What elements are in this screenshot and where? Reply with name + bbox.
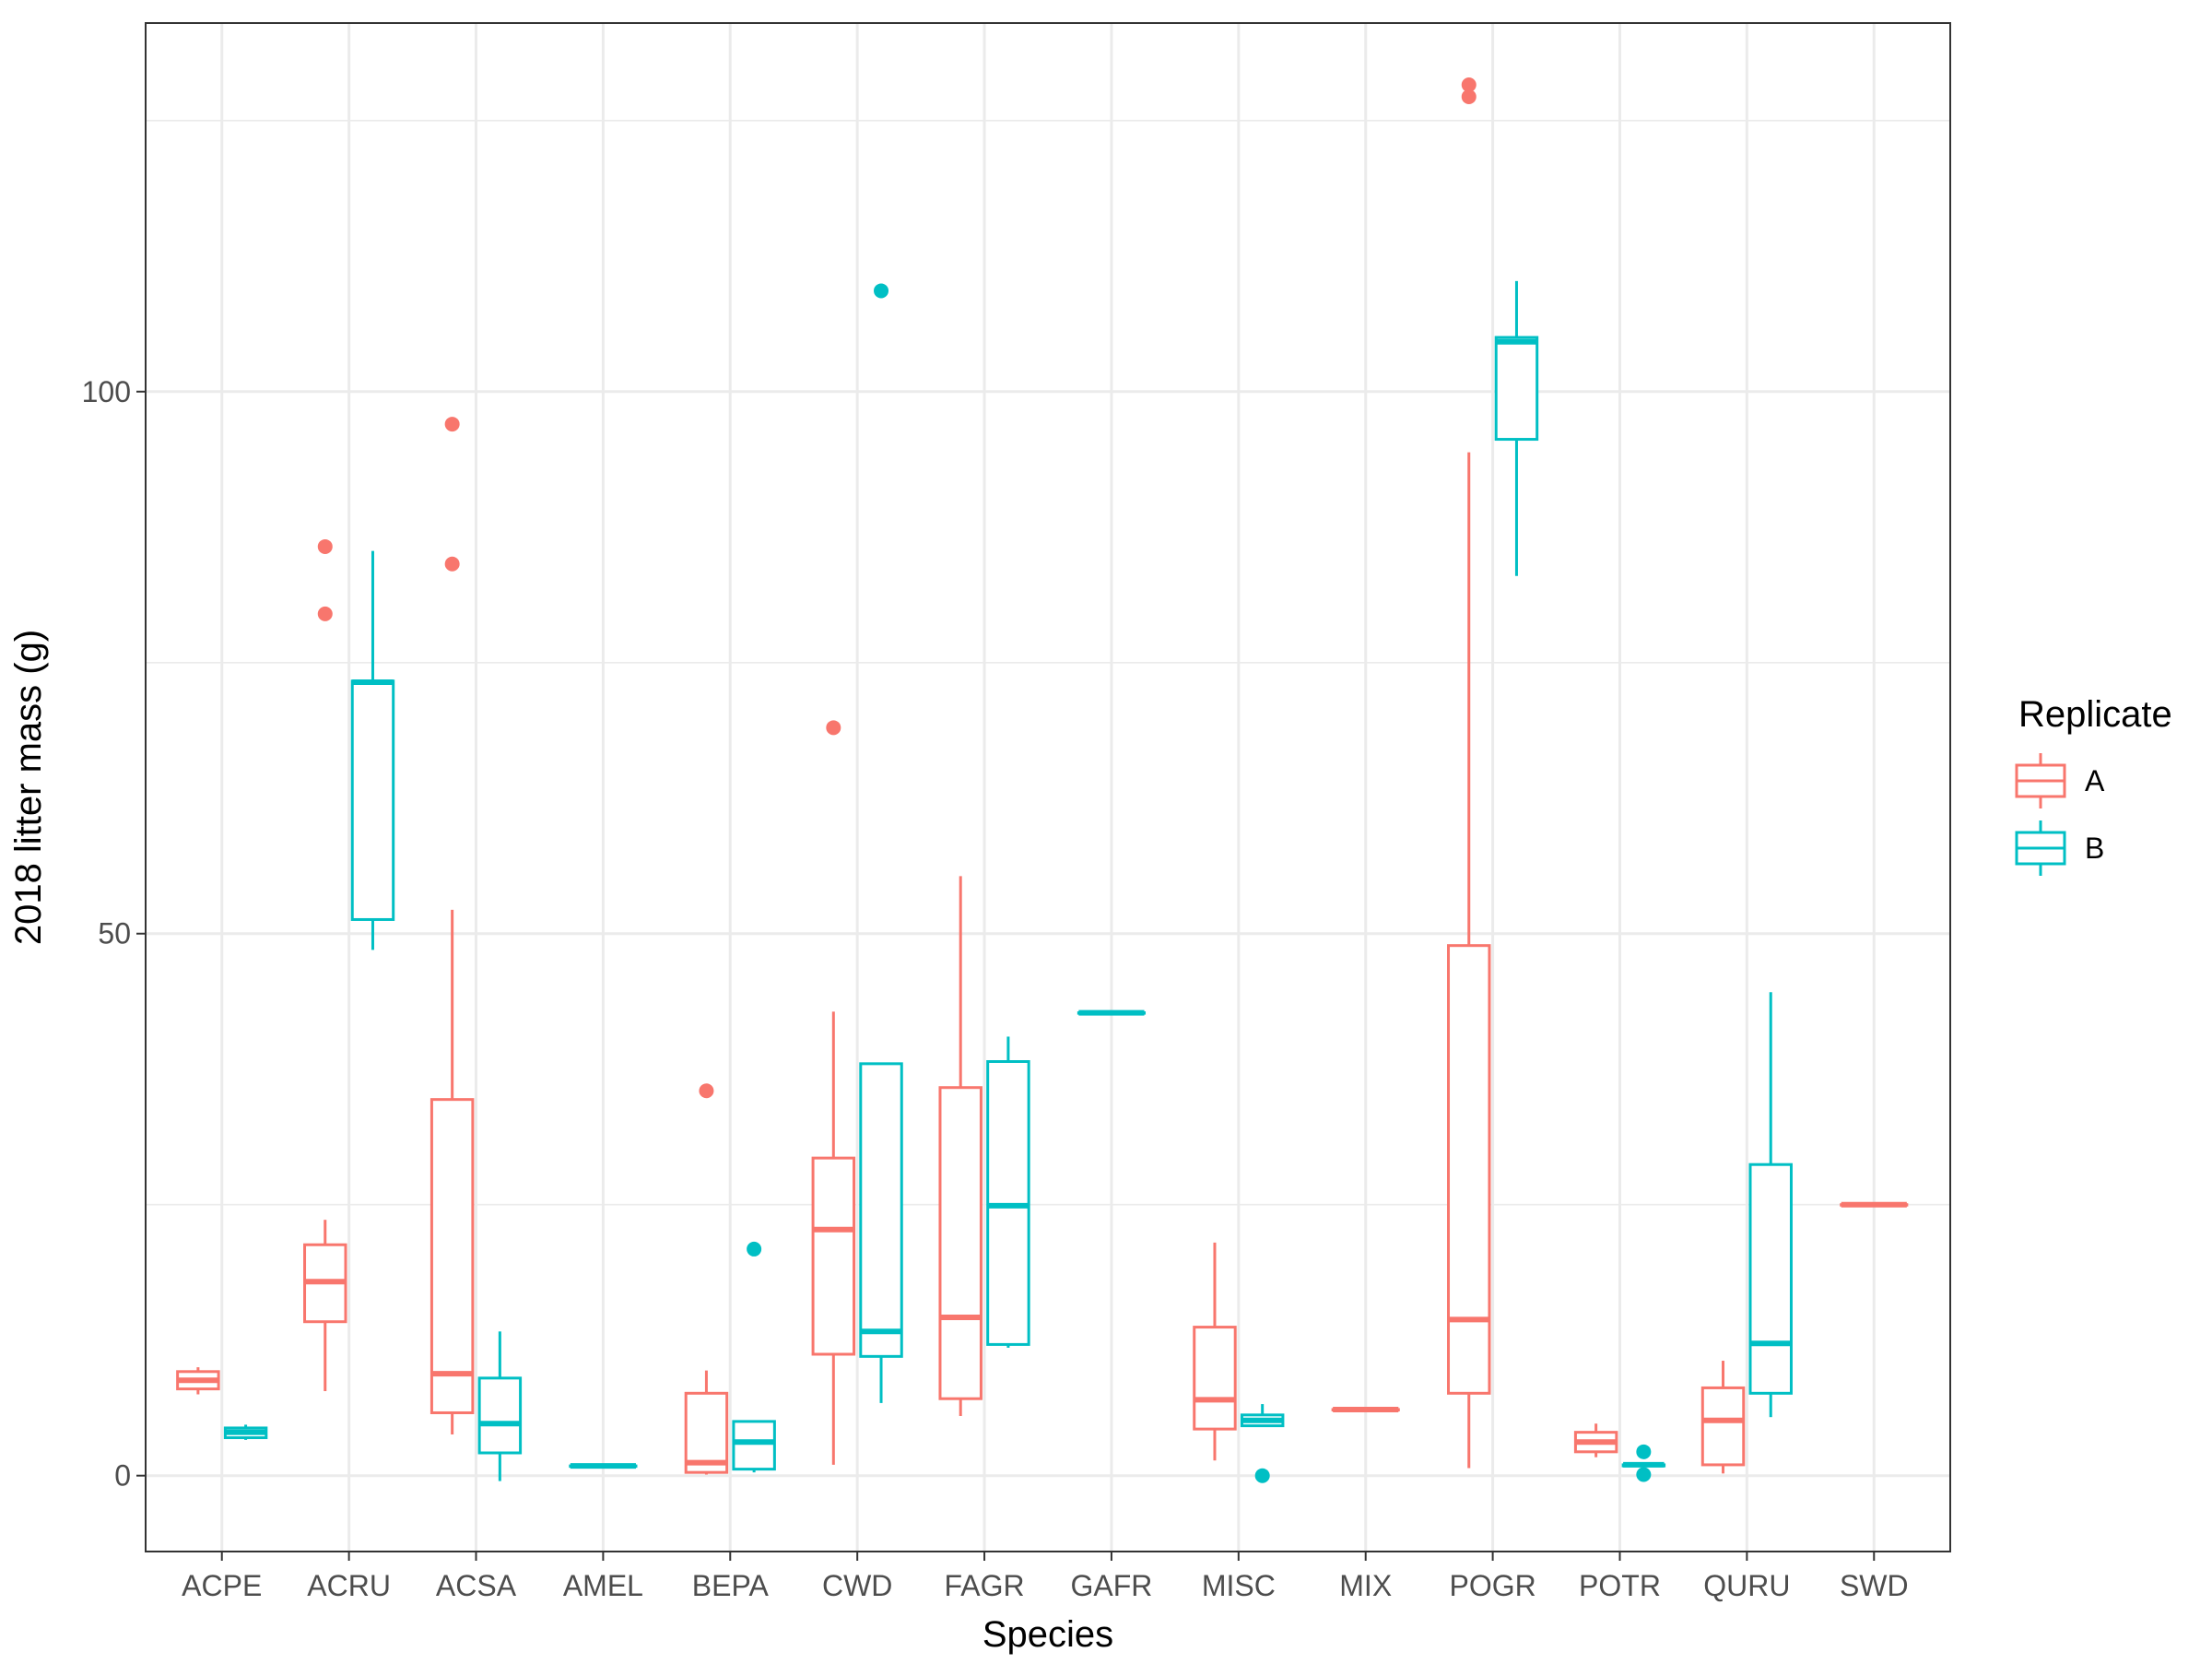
outlier-point	[1636, 1467, 1652, 1482]
box-body	[1700, 1386, 1746, 1467]
box-A-POGR	[1447, 77, 1491, 1469]
box-A-ACSA	[429, 417, 475, 1435]
legend-label-A: A	[2085, 764, 2105, 797]
x-tick-label: MISC	[1202, 1569, 1276, 1602]
x-tick-label: MIX	[1339, 1569, 1392, 1602]
x-tick-label: QURU	[1703, 1569, 1790, 1602]
box-B-ACSA	[477, 1331, 523, 1481]
outlier-point	[1636, 1444, 1652, 1459]
box-B-QURU	[1748, 992, 1793, 1418]
outlier-point	[1461, 89, 1477, 104]
box-B-AMEL	[569, 1463, 638, 1469]
x-axis: ACPE ACRU ACSA AMEL BEPA CWD FAGR GAFR MISC MIX PO…	[182, 1552, 1909, 1602]
box-B-FAGR	[986, 1036, 1030, 1348]
box-body	[429, 1098, 475, 1414]
box-B-POGR	[1494, 280, 1539, 576]
box-body	[811, 1156, 856, 1356]
legend-key-B	[2015, 820, 2066, 876]
box-A-SWD	[1840, 1201, 1909, 1208]
box-A-QURU	[1700, 1361, 1746, 1474]
box-A-BEPA	[684, 1083, 729, 1475]
box-body	[1193, 1326, 1237, 1431]
outlier-point	[317, 606, 333, 621]
y-axis-title: 2018 litter mass (g)	[8, 630, 49, 945]
box-B-POTR	[1621, 1444, 1666, 1482]
outlier-point	[699, 1083, 714, 1099]
legend: Replicate A B	[2015, 694, 2172, 876]
outlier-point	[1254, 1468, 1270, 1483]
x-tick-label: GAFR	[1070, 1569, 1152, 1602]
box-B-BEPA	[732, 1241, 776, 1473]
box-A-ACRU	[303, 538, 347, 1391]
x-tick-label: POGR	[1449, 1569, 1535, 1602]
x-tick-label: FAGR	[944, 1569, 1024, 1602]
box-B-ACPE	[223, 1424, 268, 1440]
grid-major	[146, 23, 1950, 1552]
box-body	[477, 1376, 523, 1455]
x-tick-label: POTR	[1579, 1569, 1661, 1602]
outlier-point	[1461, 77, 1477, 93]
y-tick-label: 100	[82, 375, 131, 408]
box-body	[732, 1420, 776, 1471]
box-A-MISC	[1193, 1242, 1237, 1461]
box-A-FAGR	[938, 876, 982, 1417]
outlier-point	[826, 720, 841, 736]
outlier-point	[444, 556, 460, 572]
box-body	[684, 1391, 729, 1474]
legend-title: Replicate	[2018, 694, 2172, 735]
box-B-CWD	[859, 283, 903, 1403]
y-tick-label: 50	[98, 917, 131, 950]
y-axis: 0 50 100	[82, 375, 146, 1493]
box-body	[938, 1086, 982, 1400]
x-tick-label: ACSA	[436, 1569, 517, 1602]
plot-panel-background	[146, 23, 1950, 1552]
box-layer	[176, 77, 1909, 1483]
box-body	[1447, 944, 1491, 1395]
plot-panel-border	[145, 22, 1951, 1552]
box-A-ACPE	[176, 1367, 220, 1395]
box-A-POTR	[1573, 1423, 1618, 1457]
x-tick-label: CWD	[822, 1569, 892, 1602]
x-tick-label: SWD	[1840, 1569, 1909, 1602]
box-B-MISC	[1240, 1404, 1285, 1483]
y-tick-label: 0	[114, 1459, 131, 1493]
x-tick-label: BEPA	[692, 1569, 770, 1602]
outlier-point	[874, 283, 889, 299]
box-body	[1748, 1162, 1793, 1395]
box-body	[859, 1062, 903, 1358]
x-tick-label: ACPE	[182, 1569, 262, 1602]
box-body	[350, 679, 395, 921]
x-axis-title: Species	[982, 1614, 1113, 1655]
outlier-point	[747, 1241, 762, 1257]
box-B-ACRU	[350, 550, 395, 950]
legend-label-B: B	[2085, 832, 2104, 865]
outlier-point	[444, 417, 460, 432]
box-B-GAFR	[1077, 1009, 1147, 1016]
outlier-point	[317, 538, 333, 554]
legend-key-A	[2015, 753, 2066, 808]
x-tick-label: ACRU	[307, 1569, 391, 1602]
box-A-CWD	[811, 720, 856, 1465]
x-tick-label: AMEL	[563, 1569, 643, 1602]
box-body	[1494, 336, 1539, 442]
